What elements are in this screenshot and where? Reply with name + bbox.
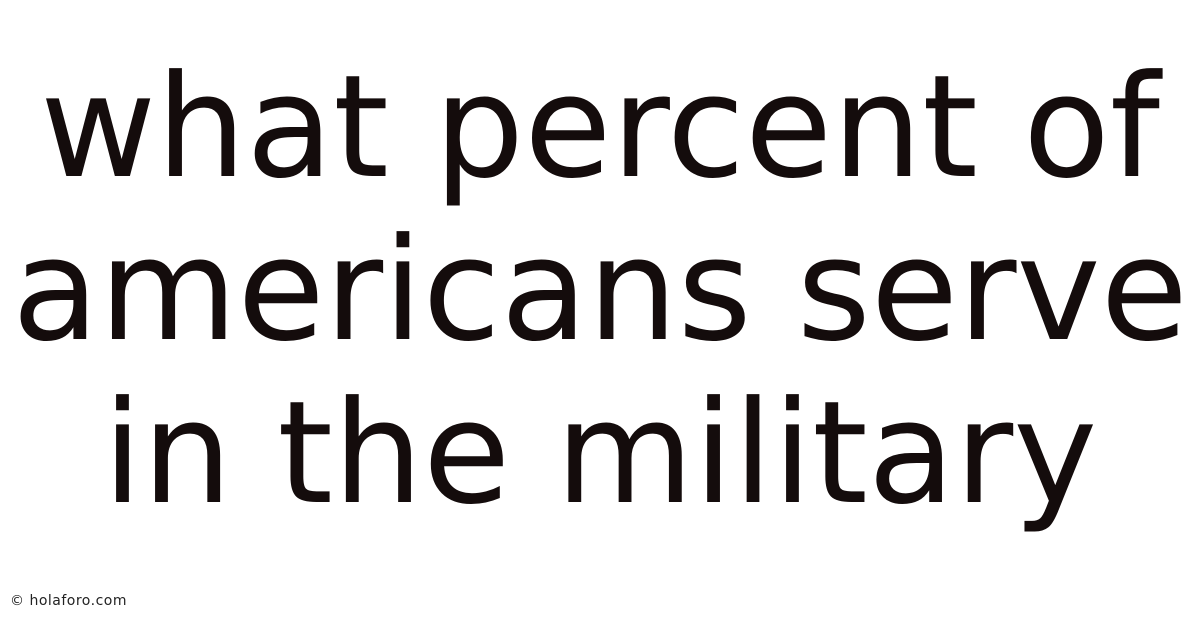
headline-line-3: in the military: [102, 371, 1098, 536]
headline-line-1: what percent of: [40, 45, 1160, 210]
headline-line-2: americans serve: [12, 208, 1188, 373]
headline: what percent of americans serve in the m…: [0, 46, 1200, 535]
watermark: © holaforo.com: [10, 593, 127, 609]
